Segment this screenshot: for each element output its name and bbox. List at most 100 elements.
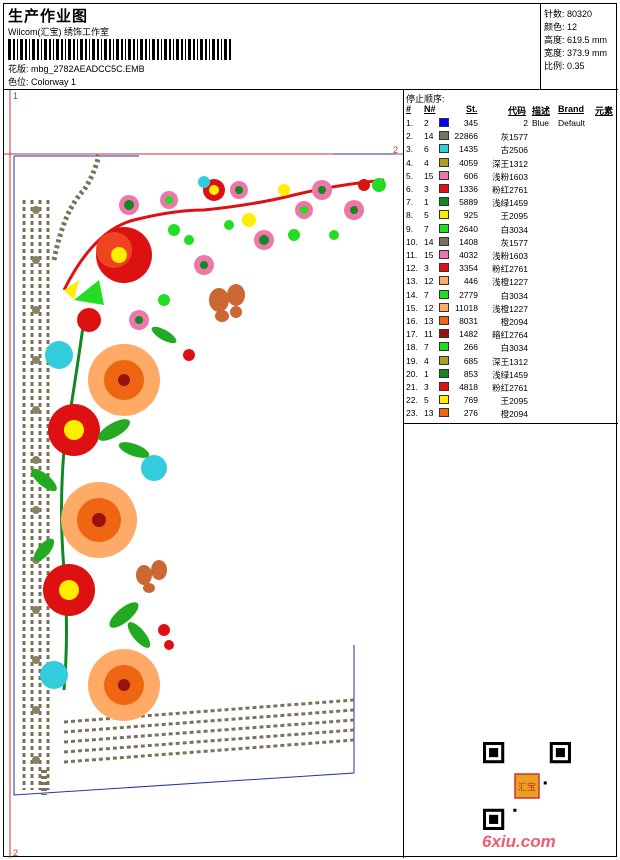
row-needle: 15 — [424, 250, 434, 260]
row-stitches: 4032 — [459, 250, 478, 260]
row-code: 橙2094 — [500, 409, 528, 420]
row-code: 粉红2761 — [492, 185, 528, 195]
row-code: 粉红2761 — [492, 383, 528, 393]
table-row: 17. 11 1482 暗红2764 — [404, 328, 618, 341]
table-row: 5. 15 606 浅粉1603 — [404, 170, 618, 183]
row-code: 灰1577 — [500, 132, 528, 143]
row-code: 浅橙1227 — [492, 303, 528, 314]
row-index: 21. — [406, 382, 418, 392]
stat-scale: 比例: 0.35 — [544, 61, 585, 71]
row-needle: 7 — [424, 342, 429, 353]
row-index: 13. — [406, 276, 418, 287]
row-index: 8. — [406, 210, 414, 221]
qr-code: 汇宝 — [483, 742, 571, 830]
row-needle: 1 — [424, 368, 429, 379]
row-needle: 15 — [424, 170, 434, 181]
row-needle: 11 — [424, 329, 433, 340]
table-row: 10. 14 1408 灰1577 — [404, 236, 618, 249]
row-stitches: 853 — [463, 368, 478, 379]
row-index: 23. — [406, 408, 418, 419]
row-needle: 13 — [424, 408, 434, 419]
color-swatch — [439, 184, 449, 193]
row-code: 2 — [523, 118, 528, 128]
row-code: 粉红2761 — [492, 264, 528, 275]
table-row: 11. 15 4032 浅粉1603 — [404, 249, 618, 262]
color-swatch — [439, 408, 449, 418]
table-row: 9. 7 2640 白3034 — [404, 223, 618, 236]
row-stitches: 345 — [463, 118, 478, 128]
table-row: 4. 4 4059 深王1312 — [404, 157, 618, 170]
row-stitches: 5889 — [459, 197, 478, 208]
row-stitches: 276 — [463, 408, 478, 419]
row-index: 3. — [406, 144, 414, 155]
row-code: 浅绿1459 — [492, 369, 528, 380]
row-code: 白3034 — [500, 343, 528, 354]
col-header-brand: Brand — [558, 104, 585, 114]
table-row: 18. 7 266 白3034 — [404, 341, 618, 354]
row-index: 17. — [406, 329, 418, 340]
row-code: 深王1312 — [492, 158, 528, 169]
stop-sequence-title: 停止顺序: — [406, 94, 445, 104]
stat-colors: 颜色: 12 — [544, 22, 578, 32]
design-file-line: 花版: mbg_2782AEADCC5C.EMB — [8, 62, 145, 75]
stop-sequence-panel: 停止顺序: # N# St. 代码 描述 Brand 元素 1. 2 345 2 Blu… — [404, 90, 618, 424]
color-swatch — [439, 368, 449, 378]
stats-box: 针数: 80320 颜色: 12 高度: 619.5 mm 宽度: 373.9 … — [541, 4, 618, 90]
color-swatch — [439, 382, 449, 391]
row-needle: 3 — [424, 382, 429, 392]
worksheet-frame: 生产作业图 Wilcom(汇宝) 绣饰工作室 花版: mbg_2782AEADC… — [3, 3, 618, 858]
row-code: 白3034 — [500, 290, 528, 301]
row-index: 5. — [406, 170, 414, 181]
color-swatch — [439, 131, 449, 141]
row-needle: 13 — [424, 316, 434, 326]
table-row: 21. 3 4818 粉红2761 — [404, 381, 618, 394]
table-row: 7. 1 5889 浅绿1459 — [404, 196, 618, 209]
row-code: 灰1577 — [500, 237, 528, 248]
row-code: 浅橙1227 — [492, 277, 528, 288]
row-code: 王2095 — [500, 396, 528, 407]
table-row: 22. 5 769 王2095 — [404, 394, 618, 407]
stat-stitches: 针数: 80320 — [544, 9, 593, 19]
color-swatch — [439, 223, 449, 233]
row-code: 浅绿1459 — [492, 198, 528, 209]
row-index: 16. — [406, 316, 418, 326]
row-needle: 12 — [424, 276, 434, 287]
row-index: 15. — [406, 302, 418, 313]
row-stitches: 1482 — [459, 329, 478, 340]
row-needle: 4 — [424, 157, 429, 168]
table-row: 2. 14 22866 灰1577 — [404, 130, 618, 143]
stat-width: 宽度: 373.9 mm — [544, 48, 608, 58]
row-stitches: 446 — [463, 276, 478, 287]
row-stitches: 685 — [463, 355, 478, 366]
row-stitches: 1435 — [459, 144, 478, 155]
design-file-value: mbg_2782AEADCC5C.EMB — [31, 64, 145, 74]
row-needle: 4 — [424, 355, 429, 366]
table-row: 12. 3 3354 粉红2761 — [404, 262, 618, 275]
row-stitches: 925 — [463, 210, 478, 221]
row-needle: 14 — [424, 131, 434, 142]
row-needle: 7 — [424, 289, 429, 300]
row-needle: 5 — [424, 395, 429, 406]
row-description: Blue — [532, 118, 550, 128]
row-stitches: 769 — [463, 395, 478, 406]
row-stitches: 1408 — [459, 236, 478, 247]
row-code: 深王1312 — [492, 356, 528, 367]
table-row: 20. 1 853 浅绿1459 — [404, 368, 618, 381]
color-swatch — [439, 170, 449, 180]
row-index: 18. — [406, 342, 418, 353]
color-swatch — [439, 289, 449, 299]
barcode-graphic — [8, 39, 231, 60]
col-header-code: 代码 — [508, 106, 527, 116]
embroidery-design-graphic: 1 2 2 — [4, 90, 403, 858]
color-swatch — [439, 355, 449, 365]
row-index: 6. — [406, 184, 414, 194]
row-code: 浅粉1603 — [492, 251, 528, 261]
table-row: 23. 13 276 橙2094 — [404, 407, 618, 420]
company-name: Wilcom(汇宝) 绣饰工作室 — [8, 27, 109, 37]
row-needle: 14 — [424, 236, 434, 247]
row-stitches: 2779 — [459, 289, 478, 300]
table-row: 19. 4 685 深王1312 — [404, 355, 618, 368]
row-index: 7. — [406, 197, 414, 208]
color-swatch — [439, 197, 449, 207]
col-header-stitches: St. — [466, 104, 478, 114]
